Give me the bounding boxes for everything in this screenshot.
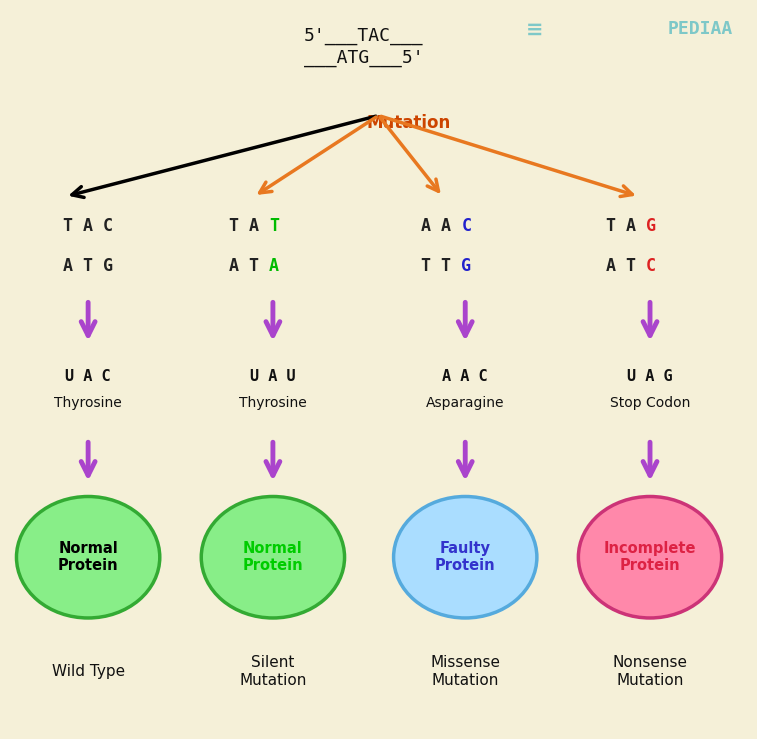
Text: T T: T T [422,257,462,276]
Ellipse shape [201,497,344,618]
Text: U A G: U A G [628,370,673,384]
Text: Asparagine: Asparagine [426,395,504,409]
Text: Faulty
Protein: Faulty Protein [435,541,496,573]
Text: Incomplete
Protein: Incomplete Protein [604,541,696,573]
Text: Thyrosine: Thyrosine [55,395,122,409]
Text: T: T [269,217,279,235]
Ellipse shape [578,497,721,618]
Text: PEDIAA: PEDIAA [668,20,733,38]
Text: ≡: ≡ [525,20,543,40]
Text: G: G [646,217,656,235]
Text: U A C: U A C [65,370,111,384]
Text: T A C: T A C [63,217,113,235]
Text: Missense
Mutation: Missense Mutation [430,655,500,687]
Text: Silent
Mutation: Silent Mutation [239,655,307,687]
Text: A T: A T [229,257,269,276]
Text: Normal
Protein: Normal Protein [242,541,304,573]
Text: C: C [462,217,472,235]
Text: Nonsense
Mutation: Nonsense Mutation [612,655,687,687]
Text: ___ATG___5': ___ATG___5' [304,50,423,67]
Text: 5'___TAC___: 5'___TAC___ [304,27,423,45]
Text: U A U: U A U [250,370,296,384]
Text: G: G [462,257,472,276]
Text: A A C: A A C [442,370,488,384]
Ellipse shape [394,497,537,618]
Text: A T: A T [606,257,646,276]
Text: Mutation: Mutation [366,114,451,132]
Text: T A: T A [229,217,269,235]
Ellipse shape [17,497,160,618]
Text: Normal
Protein: Normal Protein [58,541,118,573]
Text: Wild Type: Wild Type [51,664,125,679]
Text: Thyrosine: Thyrosine [239,395,307,409]
Text: A: A [269,257,279,276]
Text: C: C [646,257,656,276]
Text: A T G: A T G [63,257,113,276]
Text: A A: A A [422,217,462,235]
Text: Stop Codon: Stop Codon [610,395,690,409]
Text: T A: T A [606,217,646,235]
